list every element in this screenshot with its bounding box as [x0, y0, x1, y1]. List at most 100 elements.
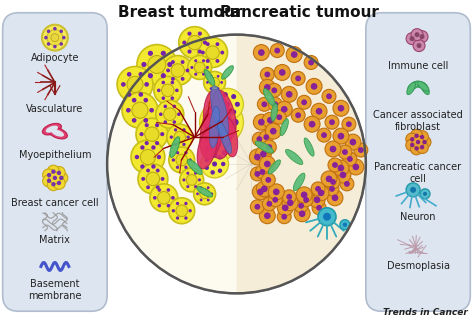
Wedge shape: [108, 36, 237, 292]
Circle shape: [169, 147, 195, 173]
Circle shape: [148, 55, 166, 73]
Circle shape: [201, 51, 205, 54]
Circle shape: [295, 75, 301, 81]
Circle shape: [411, 29, 423, 41]
FancyBboxPatch shape: [366, 13, 470, 311]
Circle shape: [282, 190, 296, 204]
Circle shape: [316, 108, 322, 115]
Circle shape: [144, 118, 148, 123]
Circle shape: [264, 134, 269, 140]
Circle shape: [174, 143, 177, 146]
Ellipse shape: [293, 173, 305, 191]
Circle shape: [171, 77, 175, 81]
Circle shape: [326, 175, 332, 182]
Circle shape: [139, 132, 144, 136]
Circle shape: [157, 155, 161, 159]
Circle shape: [309, 121, 315, 128]
Circle shape: [218, 118, 226, 126]
Circle shape: [166, 69, 170, 72]
Circle shape: [166, 204, 170, 207]
Circle shape: [219, 105, 222, 107]
Circle shape: [333, 128, 349, 144]
Ellipse shape: [268, 160, 281, 174]
Circle shape: [43, 175, 55, 187]
Circle shape: [417, 131, 428, 143]
Circle shape: [423, 192, 427, 196]
Circle shape: [53, 45, 57, 48]
Ellipse shape: [197, 187, 212, 197]
Text: Myoepithelium: Myoepithelium: [18, 150, 91, 160]
Circle shape: [184, 216, 188, 220]
Circle shape: [223, 92, 228, 97]
Circle shape: [200, 199, 202, 202]
Text: Pancreatic cancer
cell: Pancreatic cancer cell: [374, 162, 462, 184]
Circle shape: [276, 114, 282, 120]
Circle shape: [291, 108, 305, 122]
Circle shape: [57, 171, 61, 175]
Circle shape: [406, 33, 418, 44]
Circle shape: [260, 151, 267, 157]
Circle shape: [184, 166, 188, 169]
Circle shape: [144, 82, 149, 87]
Circle shape: [175, 89, 179, 92]
Circle shape: [42, 25, 68, 51]
Circle shape: [315, 186, 321, 192]
Circle shape: [162, 84, 174, 97]
Circle shape: [258, 49, 264, 56]
Circle shape: [311, 182, 325, 196]
Text: Breast cancer cell: Breast cancer cell: [11, 198, 99, 208]
Circle shape: [264, 213, 271, 219]
Ellipse shape: [203, 90, 232, 159]
Circle shape: [321, 132, 327, 138]
Circle shape: [339, 172, 346, 178]
Circle shape: [194, 185, 197, 188]
Circle shape: [250, 200, 264, 214]
Circle shape: [299, 210, 305, 217]
Circle shape: [157, 192, 170, 204]
Ellipse shape: [200, 105, 223, 159]
Circle shape: [254, 154, 261, 160]
Circle shape: [342, 149, 348, 155]
Circle shape: [306, 79, 322, 94]
Circle shape: [122, 92, 158, 128]
Circle shape: [127, 92, 131, 97]
Ellipse shape: [170, 137, 180, 157]
Circle shape: [174, 128, 177, 131]
Circle shape: [325, 115, 339, 129]
Circle shape: [268, 184, 284, 200]
Circle shape: [53, 166, 65, 178]
Circle shape: [208, 90, 228, 110]
Circle shape: [146, 169, 150, 173]
Circle shape: [171, 64, 184, 77]
Circle shape: [221, 162, 226, 166]
Circle shape: [257, 97, 271, 111]
Circle shape: [337, 165, 344, 171]
Circle shape: [206, 113, 213, 120]
Circle shape: [301, 192, 308, 198]
Circle shape: [47, 30, 50, 33]
Ellipse shape: [42, 123, 62, 135]
Circle shape: [419, 34, 425, 39]
Circle shape: [172, 158, 175, 162]
Circle shape: [138, 72, 143, 77]
Circle shape: [164, 105, 167, 108]
Circle shape: [273, 101, 278, 107]
Ellipse shape: [204, 70, 215, 85]
Text: Desmoplasia: Desmoplasia: [387, 261, 449, 271]
Circle shape: [198, 32, 202, 36]
Circle shape: [286, 194, 292, 200]
Circle shape: [216, 42, 219, 46]
Circle shape: [250, 167, 264, 181]
Circle shape: [259, 130, 273, 144]
Circle shape: [205, 158, 209, 163]
Circle shape: [187, 32, 191, 36]
Circle shape: [410, 187, 416, 193]
Circle shape: [198, 50, 202, 54]
Circle shape: [318, 208, 336, 226]
Circle shape: [277, 200, 293, 216]
Circle shape: [53, 176, 57, 180]
Circle shape: [304, 55, 318, 70]
Circle shape: [232, 119, 238, 126]
Circle shape: [180, 168, 204, 192]
Circle shape: [196, 193, 199, 195]
